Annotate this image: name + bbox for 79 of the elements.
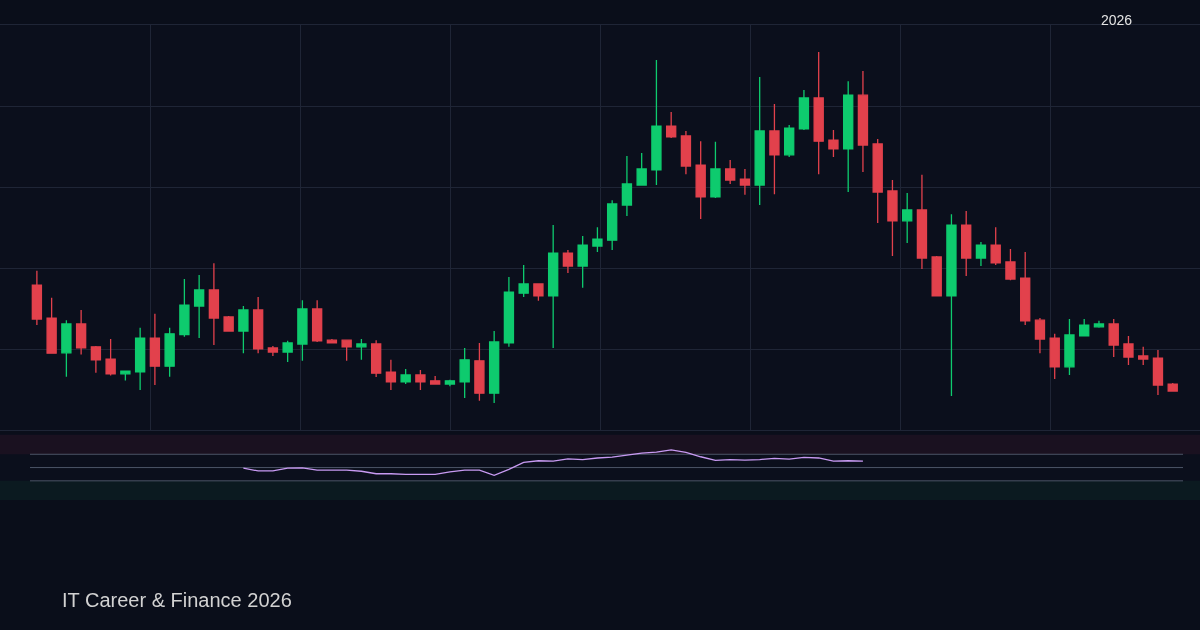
candlestick <box>621 155 633 217</box>
candlestick <box>592 226 603 253</box>
candlestick <box>754 76 765 206</box>
candlestick <box>680 130 692 175</box>
candlestick <box>1005 248 1016 281</box>
candlestick <box>61 319 72 378</box>
candlestick <box>503 276 515 348</box>
candlestick <box>1093 320 1105 329</box>
candlestick <box>120 370 131 382</box>
candlestick <box>1123 335 1134 366</box>
candlestick <box>739 168 751 196</box>
candlestick <box>872 138 883 224</box>
candlestick <box>1079 318 1090 337</box>
candlestick <box>179 278 190 338</box>
candlestick <box>916 174 928 270</box>
candlestick <box>164 327 175 378</box>
candlestick <box>813 51 824 175</box>
candlestick <box>311 299 323 343</box>
candlestick <box>577 235 588 289</box>
candlestick <box>1020 251 1031 326</box>
candlestick <box>385 359 397 391</box>
candlestick <box>429 375 441 385</box>
candlestick <box>902 192 913 244</box>
candlestick <box>798 89 810 131</box>
candlestick <box>444 379 456 387</box>
candlestick <box>961 210 972 277</box>
candlestick <box>474 342 485 402</box>
candlestick <box>1138 346 1149 366</box>
candlestick <box>208 262 220 346</box>
text: 2026 <box>1101 12 1133 28</box>
candlestick <box>370 339 382 378</box>
candlestick <box>606 199 618 251</box>
candlestick <box>75 309 87 356</box>
candlestick <box>946 213 957 397</box>
candlestick <box>1049 333 1060 380</box>
candlestick <box>533 283 544 302</box>
candlestick <box>990 226 1001 266</box>
candlestick <box>783 124 795 158</box>
candlestick <box>488 330 500 404</box>
candlestick <box>1064 318 1075 376</box>
candlestick <box>400 368 411 385</box>
candlestick <box>415 369 426 391</box>
candlestick <box>547 224 559 349</box>
candlestick <box>769 103 780 195</box>
candlestick <box>562 249 574 274</box>
candlestick <box>975 241 987 267</box>
candlestick <box>857 70 869 173</box>
candlestick <box>193 274 205 339</box>
candlestick <box>297 299 308 362</box>
candlestick <box>134 327 146 391</box>
candlestick <box>842 80 854 193</box>
candlestick <box>1108 318 1119 358</box>
candlestick <box>105 338 116 377</box>
candlestick <box>282 340 293 363</box>
candlestick <box>267 345 279 357</box>
candlestick <box>651 59 662 186</box>
candlestick <box>90 345 102 374</box>
candlestick <box>665 111 677 139</box>
candlestick <box>931 255 942 297</box>
candlestick <box>238 305 249 354</box>
candlestick <box>518 264 529 298</box>
candlestick <box>341 339 352 362</box>
candlestick <box>1152 349 1164 396</box>
candlestick <box>1167 382 1178 392</box>
candlestick <box>710 141 721 199</box>
candlestick <box>252 296 264 354</box>
candlestick <box>46 297 57 355</box>
candlestick <box>356 338 367 361</box>
candlestick <box>149 313 161 386</box>
candlestick <box>31 270 43 326</box>
candlestick <box>695 140 706 220</box>
candlestick <box>828 129 839 158</box>
candlestick <box>724 159 736 185</box>
text: IT Career & Finance 2026 <box>62 589 292 611</box>
candlestick <box>459 347 470 399</box>
candlestick <box>887 179 898 257</box>
candlestick <box>636 152 647 186</box>
candlestick <box>223 315 234 332</box>
candlestick <box>1034 317 1046 354</box>
